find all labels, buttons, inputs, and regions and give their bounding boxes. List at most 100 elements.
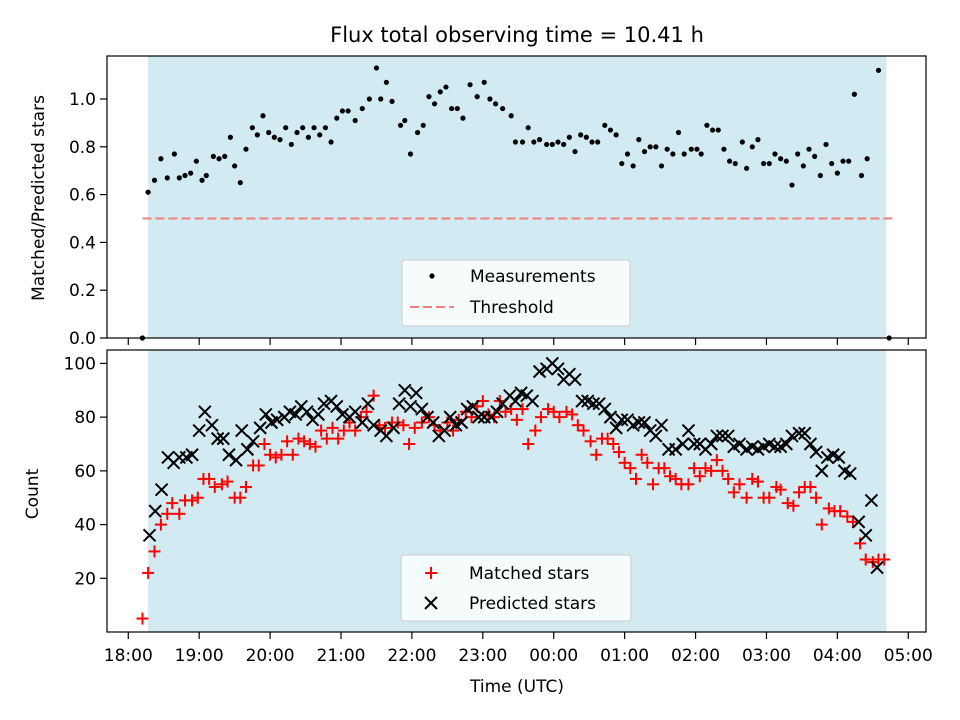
- measurement-point: [328, 139, 334, 145]
- predicted-star-point: [300, 405, 314, 419]
- matched-star-point: [846, 515, 859, 528]
- top-y-tick-label: 0.4: [69, 233, 96, 253]
- measurement-point: [339, 108, 346, 114]
- measurement-point: [203, 172, 209, 179]
- matched-star-point: [584, 435, 597, 448]
- measurement-point: [193, 158, 199, 164]
- predicted-star-point: [366, 418, 381, 432]
- matched-star-point: [815, 518, 828, 531]
- measurement-point: [806, 146, 812, 152]
- measurement-point: [536, 137, 543, 143]
- predicted-star-point: [198, 405, 212, 419]
- measurement-point: [373, 65, 380, 71]
- measurement-point: [795, 151, 801, 157]
- measurement-point: [589, 139, 595, 145]
- measurement-point: [512, 139, 519, 145]
- measurement-point: [407, 151, 414, 157]
- matched-star-point: [510, 413, 523, 426]
- measurement-point: [164, 175, 170, 181]
- matched-star-point: [269, 451, 282, 464]
- matched-star-point: [612, 446, 625, 459]
- predicted-star-point: [637, 415, 652, 430]
- measurement-point: [508, 113, 514, 119]
- matched-star-point: [186, 494, 199, 507]
- measurement-point: [492, 101, 499, 107]
- bottom-y-tick-label: 20: [74, 569, 96, 589]
- measurement-point: [426, 94, 432, 100]
- measurement-point: [454, 105, 460, 112]
- matched-star-point: [281, 435, 294, 448]
- matched-star-point: [635, 448, 648, 461]
- predicted-star-point: [270, 413, 284, 427]
- measurement-point: [766, 160, 772, 167]
- predicted-star-point: [632, 415, 646, 430]
- matched-star-point: [337, 424, 350, 437]
- measurement-point: [778, 156, 784, 162]
- predicted-star-point: [330, 399, 344, 414]
- predicted-star-point: [586, 397, 601, 411]
- measurement-point: [749, 144, 755, 150]
- measurement-point: [602, 122, 608, 128]
- measurement-point: [851, 91, 857, 97]
- predicted-star-point: [392, 397, 406, 411]
- matched-star-point: [733, 478, 746, 491]
- matched-star-point: [716, 464, 729, 477]
- measurement-point: [443, 84, 449, 90]
- predicted-star-point: [721, 429, 735, 443]
- predicted-star-point: [426, 415, 440, 430]
- measurement-point: [561, 141, 567, 148]
- predicted-star-point: [288, 407, 303, 422]
- matched-star-point: [258, 438, 271, 450]
- matched-star-point: [326, 421, 339, 434]
- measurement-point: [188, 170, 194, 176]
- predicted-star-point: [704, 437, 718, 451]
- measurement-point: [449, 105, 455, 112]
- matched-star-point: [810, 491, 823, 504]
- measurement-point: [688, 146, 694, 152]
- bottom-y-axis-label: Count: [23, 468, 43, 519]
- matched-star-point: [566, 408, 579, 421]
- predicted-star-point: [466, 399, 480, 414]
- predicted-star-point: [551, 362, 565, 376]
- measurement-point: [675, 129, 682, 136]
- predicted-star-point: [142, 528, 157, 543]
- measurement-point: [487, 96, 493, 102]
- measurement-point: [237, 180, 243, 186]
- predicted-star-point: [609, 421, 623, 435]
- predicted-star-point: [715, 429, 730, 443]
- matched-star-point: [577, 424, 590, 437]
- predicted-star-point: [654, 418, 669, 432]
- measurement-point: [846, 158, 852, 164]
- matched-star-point: [624, 462, 637, 475]
- matched-star-point: [647, 478, 659, 491]
- predicted-star-point: [598, 402, 612, 416]
- measurement-point: [199, 177, 205, 183]
- predicted-star-point: [532, 364, 547, 379]
- bottom-plot-frame: [106, 349, 927, 633]
- x-axis-label: Time (UTC): [469, 677, 564, 697]
- matched-star-point: [298, 435, 311, 448]
- bottom-panel: 20 40 60 80 100 18:00 19:00 20:00 21:00 22:00 23:…: [23, 349, 933, 697]
- matched-star-point: [601, 432, 614, 445]
- predicted-star-point: [864, 493, 879, 508]
- measurement-point: [420, 122, 426, 128]
- predicted-star-point: [409, 386, 423, 400]
- matched-star-point: [516, 403, 529, 416]
- measurement-point: [549, 141, 555, 148]
- matched-star-point: [234, 491, 247, 504]
- predicted-star-point: [311, 407, 326, 422]
- predicted-star-point: [803, 437, 818, 451]
- measurement-point: [726, 158, 733, 164]
- matched-star-point: [529, 424, 542, 437]
- predicted-star-point: [222, 448, 236, 462]
- matched-star-point: [264, 448, 277, 461]
- measurement-point: [653, 144, 659, 150]
- measurement-point: [858, 172, 865, 179]
- matched-legend-marker: [425, 567, 437, 579]
- measurement-point: [467, 82, 473, 88]
- x-tick-label: 20:00: [246, 646, 295, 666]
- predicted-star-point: [443, 410, 457, 424]
- measurement-point: [823, 141, 829, 148]
- predicted-star-point: [603, 410, 618, 424]
- x-tick-label: 04:00: [813, 646, 862, 666]
